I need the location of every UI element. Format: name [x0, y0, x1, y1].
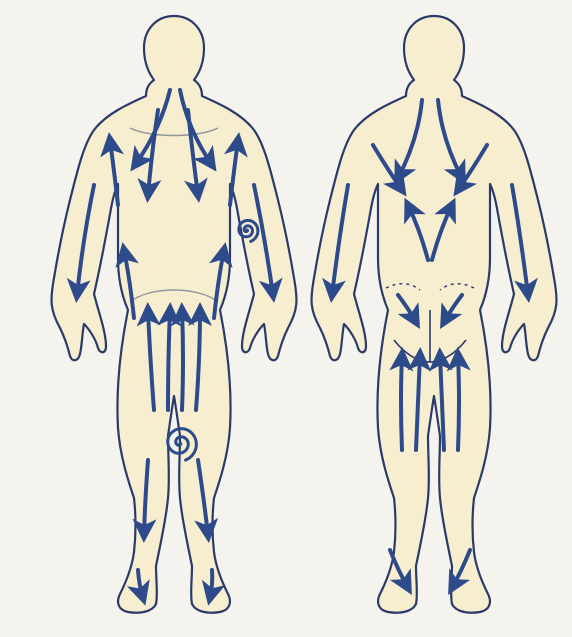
diagram-svg — [0, 0, 572, 637]
body-outlines-layer — [52, 16, 557, 613]
flow-arrow — [401, 355, 402, 450]
back-figure — [312, 16, 557, 613]
back-body-outline — [312, 16, 557, 613]
front-body-outline — [52, 16, 297, 613]
diagram-canvas — [0, 0, 572, 637]
flow-arrow — [458, 355, 459, 450]
front-figure — [52, 16, 297, 613]
flow-arrow — [168, 310, 170, 410]
flow-arrow — [210, 570, 212, 598]
flow-arrow — [182, 310, 183, 410]
